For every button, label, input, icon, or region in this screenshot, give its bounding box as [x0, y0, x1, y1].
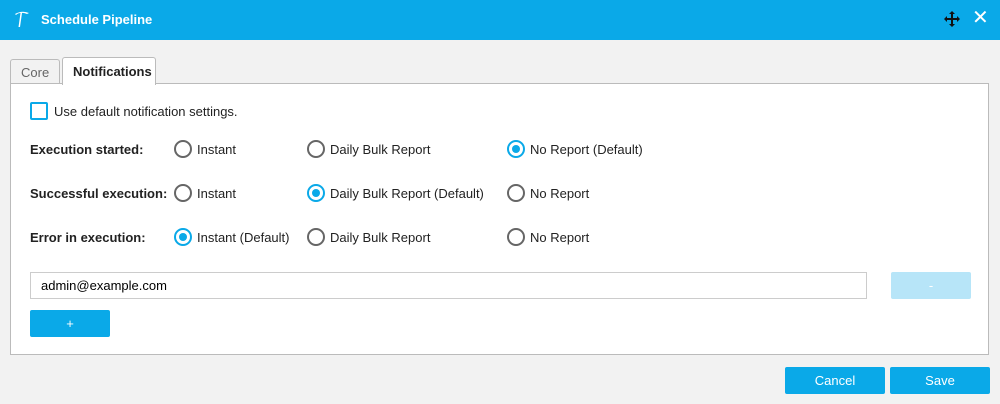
row-label: Error in execution:: [30, 230, 146, 245]
radio-option[interactable]: Instant: [174, 140, 236, 158]
row-label: Successful execution:: [30, 186, 168, 201]
title-bar: Schedule Pipeline ✕: [0, 0, 1000, 40]
radio-button[interactable]: [174, 140, 192, 158]
radio-option[interactable]: No Report (Default): [507, 140, 643, 158]
radio-button[interactable]: [507, 140, 525, 158]
radio-label: Instant (Default): [197, 229, 290, 245]
close-icon[interactable]: ✕: [972, 7, 989, 29]
radio-button[interactable]: [507, 228, 525, 246]
radio-label: No Report: [530, 185, 590, 201]
radio-button[interactable]: [307, 228, 325, 246]
radio-button[interactable]: [307, 140, 325, 158]
radio-option[interactable]: Daily Bulk Report: [307, 228, 430, 246]
cancel-button[interactable]: Cancel: [785, 367, 885, 394]
radio-label: Instant: [197, 185, 237, 201]
tab-notifications[interactable]: Notifications: [62, 57, 156, 85]
remove-email-button[interactable]: -: [891, 272, 971, 299]
radio-option[interactable]: No Report: [507, 184, 589, 202]
radio-label: Instant: [197, 141, 237, 157]
save-button[interactable]: Save: [890, 367, 990, 394]
radio-option[interactable]: No Report: [507, 228, 589, 246]
radio-label: Daily Bulk Report (Default): [330, 185, 484, 201]
radio-button[interactable]: [307, 184, 325, 202]
radio-option[interactable]: Daily Bulk Report (Default): [307, 184, 484, 202]
radio-option[interactable]: Instant: [174, 184, 236, 202]
email-input[interactable]: [30, 272, 867, 299]
add-email-button[interactable]: +: [30, 310, 110, 337]
radio-option[interactable]: Daily Bulk Report: [307, 140, 430, 158]
radio-button[interactable]: [507, 184, 525, 202]
dialog-title: Schedule Pipeline: [41, 12, 153, 27]
radio-label: Daily Bulk Report: [330, 229, 431, 245]
radio-label: No Report: [530, 229, 590, 245]
radio-button[interactable]: [174, 228, 192, 246]
radio-button[interactable]: [174, 184, 192, 202]
notifications-panel: Use default notification settings. Execu…: [10, 83, 989, 355]
move-icon[interactable]: [944, 11, 960, 27]
use-default-label: Use default notification settings.: [54, 104, 238, 119]
pickaxe-logo-icon: [15, 11, 29, 27]
row-label: Execution started:: [30, 142, 144, 157]
radio-label: No Report (Default): [530, 141, 643, 157]
radio-label: Daily Bulk Report: [330, 141, 431, 157]
tab-core[interactable]: Core: [10, 59, 61, 83]
radio-option[interactable]: Instant (Default): [174, 228, 290, 246]
use-default-checkbox[interactable]: [30, 102, 48, 120]
